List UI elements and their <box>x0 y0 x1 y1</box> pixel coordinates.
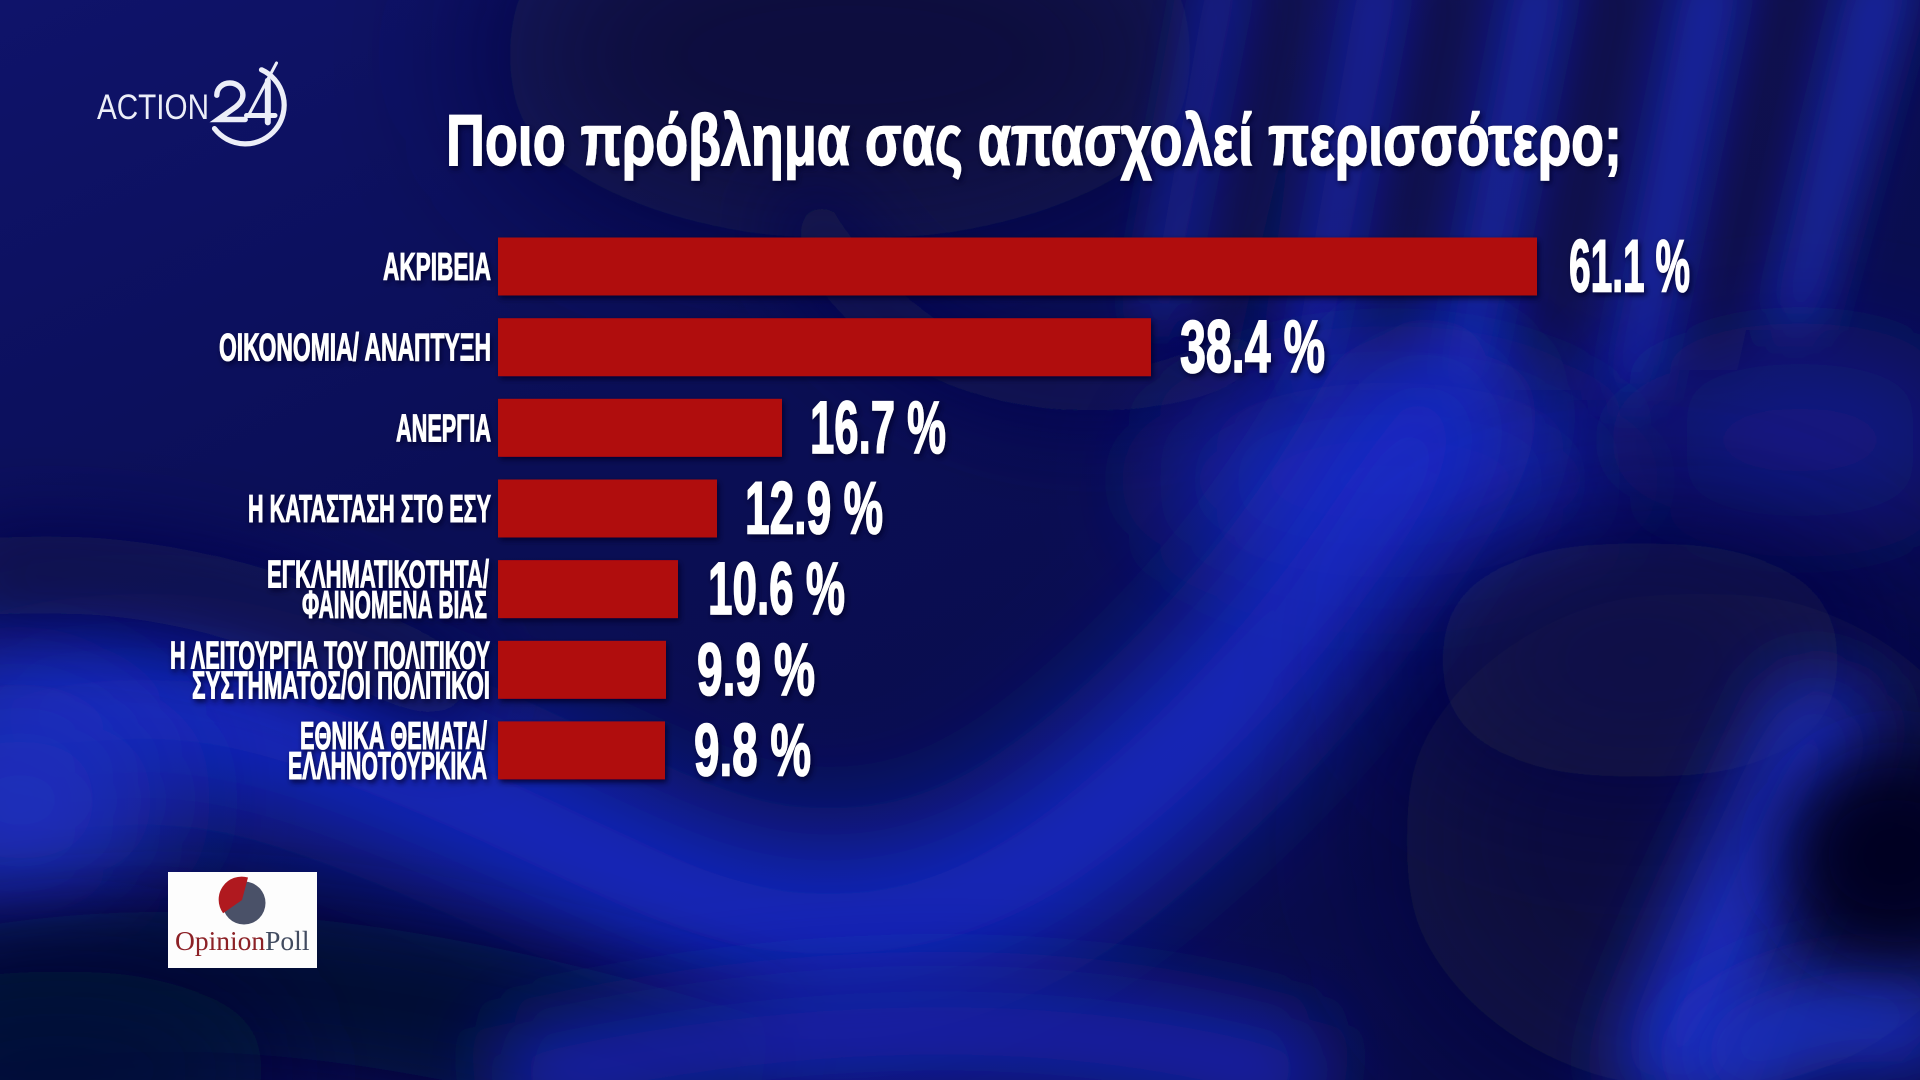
svg-text:Ποιο πρόβλημα σας απασχολεί πε: Ποιο πρόβλημα σας απασχολεί περισσότερο; <box>446 101 1622 181</box>
svg-text:ΦΑΙΝΟΜΕΝΑ ΒΙΑΣ: ΦΑΙΝΟΜΕΝΑ ΒΙΑΣ <box>302 584 487 627</box>
svg-text:16.7 %: 16.7 % <box>810 386 946 469</box>
svg-text:10.6 %: 10.6 % <box>708 547 845 630</box>
svg-text:ΕΓΚΛΗΜΑΤΙΚΟΤΗΤΑ/: ΕΓΚΛΗΜΑΤΙΚΟΤΗΤΑ/ <box>267 554 489 597</box>
svg-text:Η ΛΕΙΤΟΥΡΓΙΑ ΤΟΥ ΠΟΛΙΤΙΚΟΥ: Η ΛΕΙΤΟΥΡΓΙΑ ΤΟΥ ΠΟΛΙΤΙΚΟΥ <box>170 634 490 677</box>
svg-text:OpinionPoll: OpinionPoll <box>175 925 310 956</box>
svg-text:ΕΛΛΗΝΟΤΟΥΡΚΙΚΑ: ΕΛΛΗΝΟΤΟΥΡΚΙΚΑ <box>288 745 487 788</box>
svg-text:ACTION: ACTION <box>97 88 209 127</box>
svg-text:38.4 %: 38.4 % <box>1180 305 1325 388</box>
svg-text:9.8 %: 9.8 % <box>694 708 811 791</box>
svg-text:Η ΚΑΤΑΣΤΑΣΗ ΣΤΟ ΕΣΥ: Η ΚΑΤΑΣΤΑΣΗ ΣΤΟ ΕΣΥ <box>248 488 491 531</box>
svg-text:9.9 %: 9.9 % <box>697 628 815 711</box>
svg-text:ΟΙΚΟΝΟΜΙΑ/ ΑΝΑΠΤΥΞΗ: ΟΙΚΟΝΟΜΙΑ/ ΑΝΑΠΤΥΞΗ <box>219 327 491 370</box>
svg-text:61.1 %: 61.1 % <box>1569 225 1690 308</box>
svg-text:ΑΚΡΙΒΕΙΑ: ΑΚΡΙΒΕΙΑ <box>383 246 491 289</box>
svg-text:ΑΝΕΡΓΙΑ: ΑΝΕΡΓΙΑ <box>396 407 491 450</box>
svg-text:ΣΥΣΤΗΜΑΤΟΣ/ΟΙ ΠΟΛΙΤΙΚΟΙ: ΣΥΣΤΗΜΑΤΟΣ/ΟΙ ΠΟΛΙΤΙΚΟΙ <box>192 665 490 708</box>
svg-text:12.9 %: 12.9 % <box>745 467 883 550</box>
svg-text:ΕΘΝΙΚΑ ΘΕΜΑΤΑ/: ΕΘΝΙΚΑ ΘΕΜΑΤΑ/ <box>300 715 487 758</box>
